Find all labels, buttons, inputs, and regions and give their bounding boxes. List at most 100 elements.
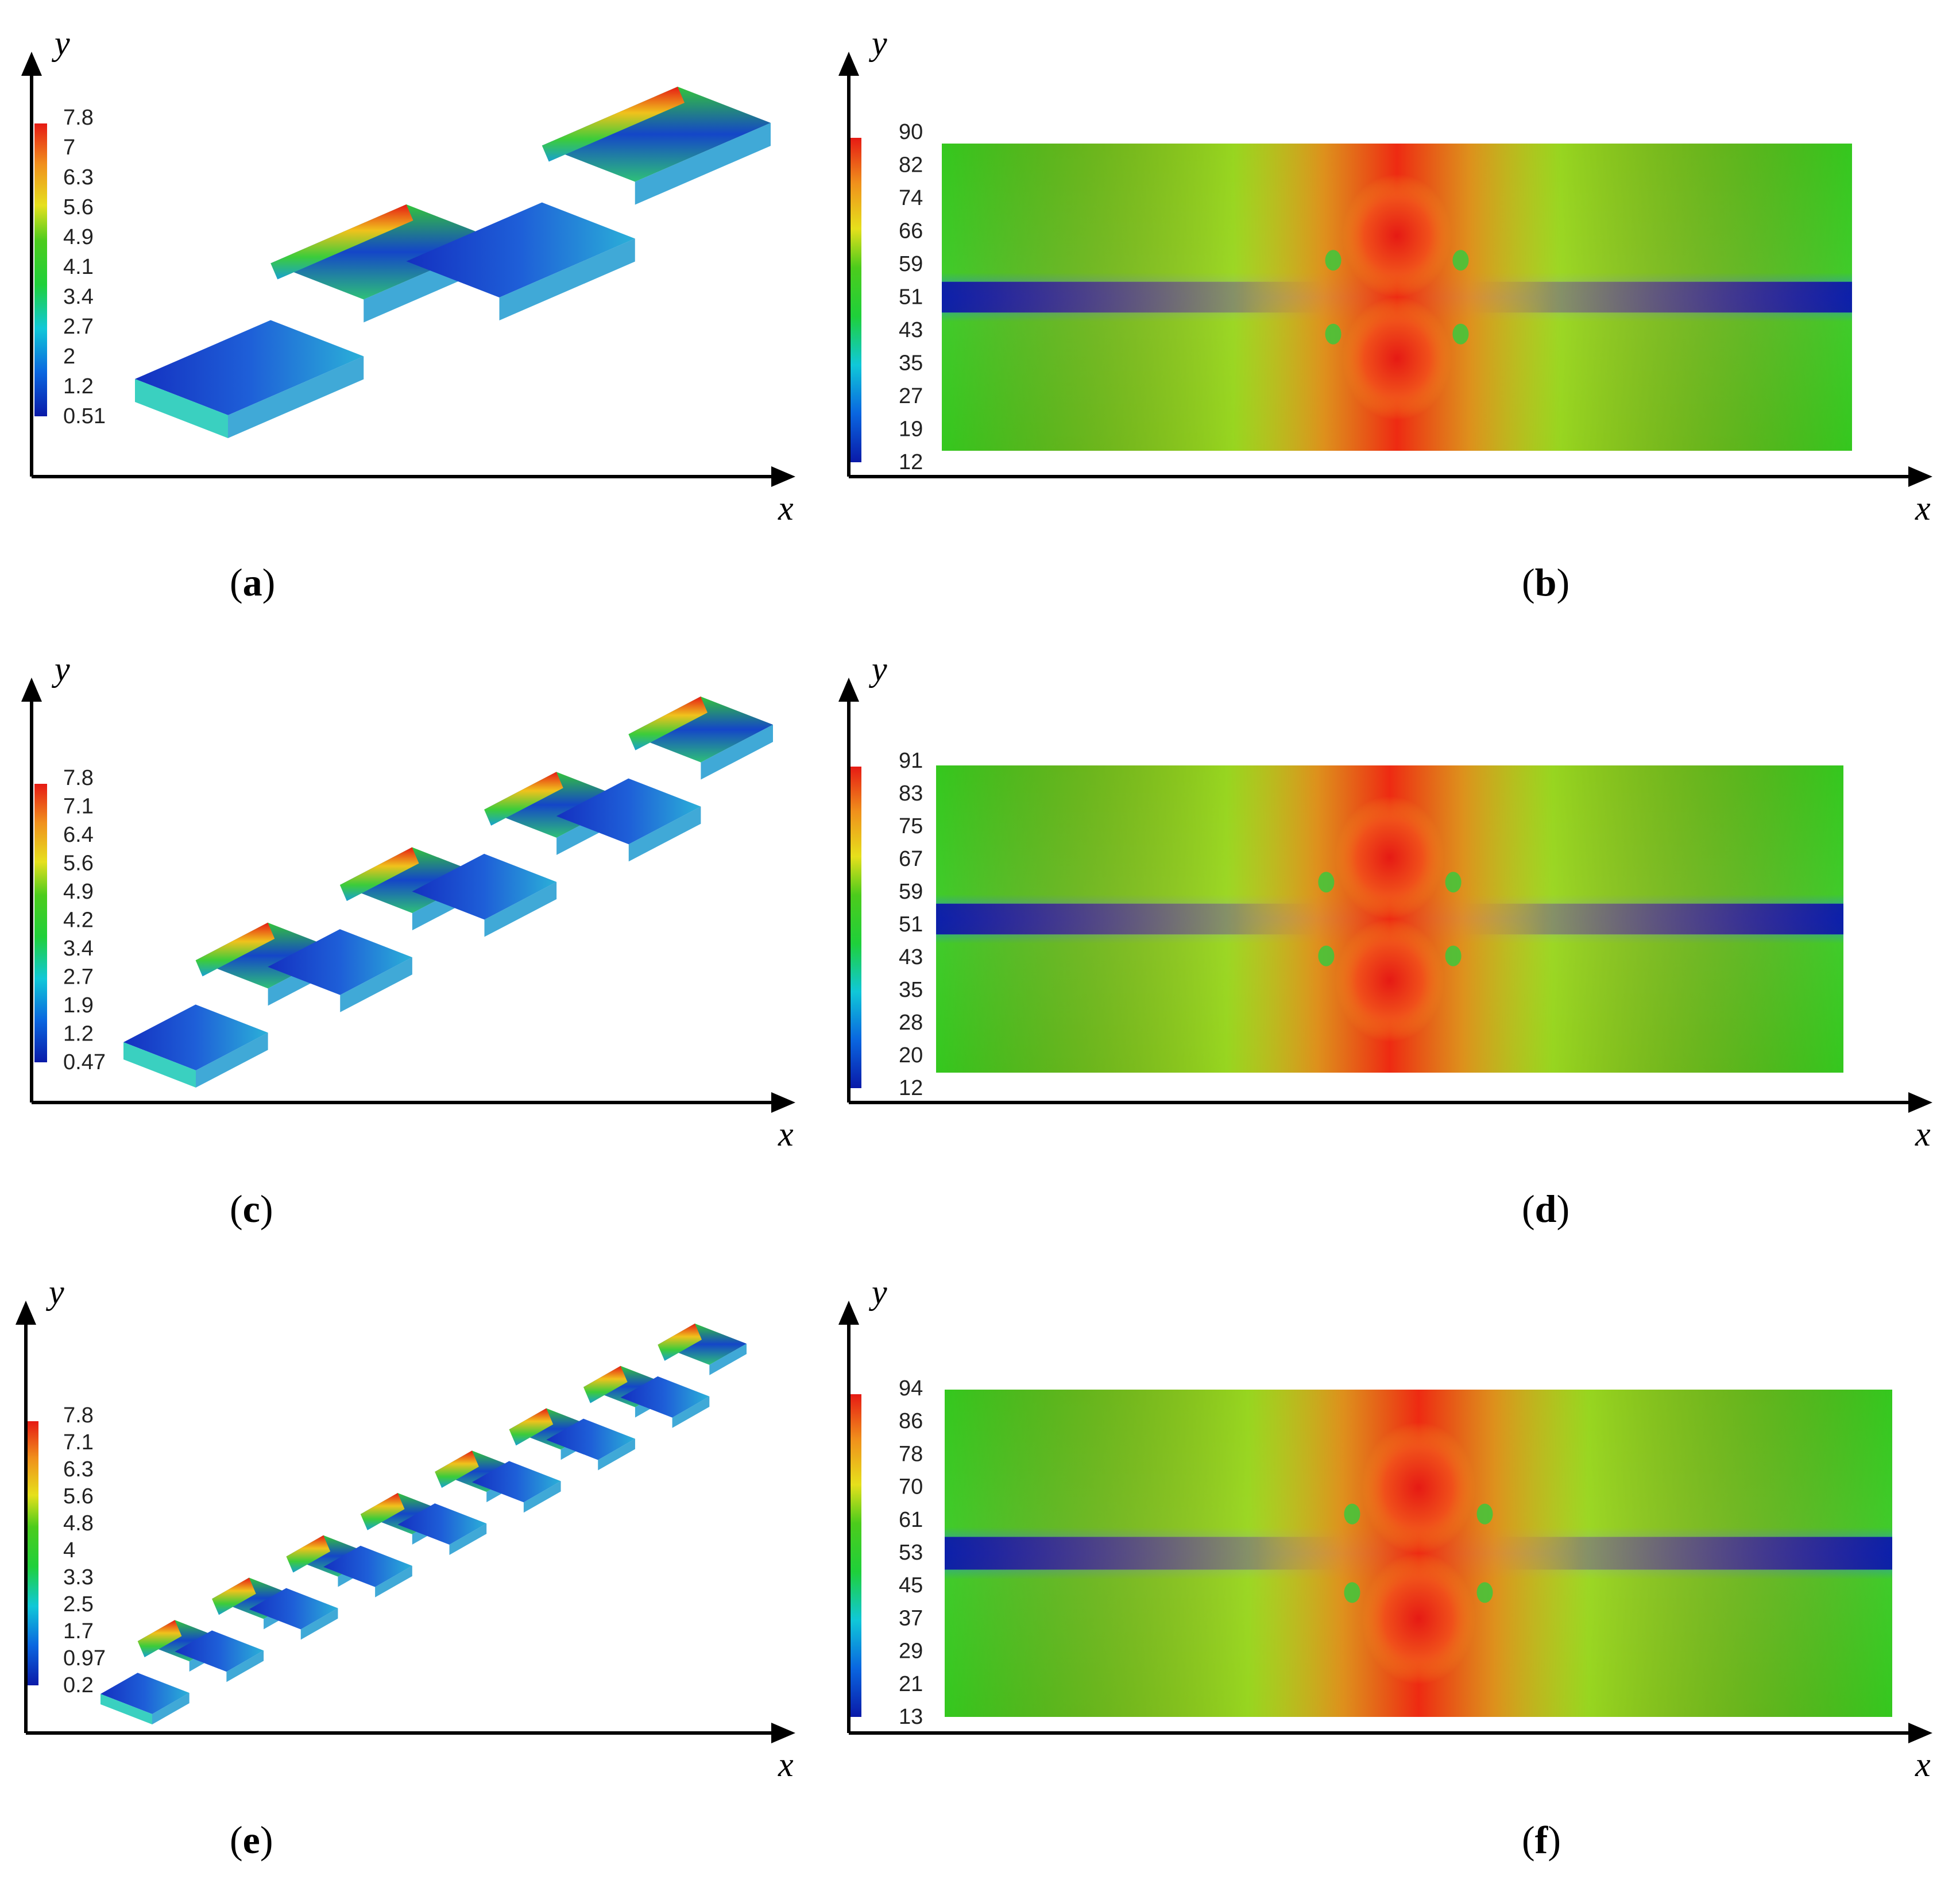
wavy-plate-a xyxy=(135,87,771,438)
y-axis-arrow xyxy=(21,678,42,702)
colorbar-tick-label: 12 xyxy=(899,450,923,474)
axes-f: xy xyxy=(838,1273,1932,1784)
caption-d: (d) xyxy=(1522,1187,1570,1231)
colorbar-tick-label: 2.7 xyxy=(63,315,94,339)
field-pinch-point xyxy=(1452,323,1469,345)
colorbar-a: 7.8 7 6.3 5.6 4.9 4.1 3.4 2.7 2 1.2 0.51 xyxy=(34,106,106,428)
colorbar-tick-label: 82 xyxy=(899,153,923,177)
field-core-upper xyxy=(1362,1422,1475,1553)
plate-segment xyxy=(268,929,412,995)
plate-crest xyxy=(286,1535,331,1573)
field-pinch-point xyxy=(1476,1582,1493,1603)
x-axis-label: x xyxy=(778,1115,794,1153)
colorbar-tick-label: 66 xyxy=(899,219,923,243)
colorbar-tick-label: 75 xyxy=(899,814,923,838)
plate-segment xyxy=(397,1503,487,1545)
stress-field-f xyxy=(945,1390,1892,1717)
colorbar-tick-label: 4.9 xyxy=(63,225,94,249)
colorbar-tick-label: 59 xyxy=(899,880,923,904)
plate-crest xyxy=(195,922,275,977)
plate-side xyxy=(484,881,557,937)
plate-segment xyxy=(270,204,500,300)
plate-crest xyxy=(583,1365,628,1403)
plate-crest xyxy=(360,1493,405,1530)
colorbar-tick-label: 90 xyxy=(899,120,923,144)
plate-side xyxy=(152,1693,190,1724)
plate-side xyxy=(300,1608,338,1640)
colorbar-b: 90 82 74 66 59 51 43 35 27 19 12 xyxy=(849,120,923,474)
colorbar-tick-label: 19 xyxy=(899,417,923,442)
colorbar-e: 7.87.16.3 5.6 4.8 4 3.3 2.5 1.7 0.97 0.2 xyxy=(26,1403,106,1697)
colorbar-tick-label: 7.8 xyxy=(63,766,94,790)
plate-side xyxy=(709,1344,747,1375)
axes-b: xy xyxy=(838,24,1932,527)
x-axis-arrow xyxy=(771,466,795,487)
colorbar-d: 91 83 75 67 59 51 43 35 28 20 12 xyxy=(849,749,923,1100)
plate-end-face xyxy=(123,1042,196,1088)
colorbar-tick-label: 1.9 xyxy=(63,993,94,1018)
field-pinch-point xyxy=(1445,945,1462,966)
colorbar-tick-label: 3.4 xyxy=(63,937,94,961)
plate-segment xyxy=(100,1673,190,1714)
x-axis-arrow xyxy=(771,1723,795,1743)
colorbar-tick-label: 0.51 xyxy=(63,404,106,428)
plate-crest xyxy=(509,1408,554,1446)
colorbar-tick-label: 20 xyxy=(899,1043,923,1067)
plate-crest xyxy=(270,204,413,280)
y-axis-label: y xyxy=(868,24,887,62)
colorbar-tick-label: 35 xyxy=(899,351,923,376)
colorbar-tick-label: 51 xyxy=(899,912,923,937)
x-axis-arrow xyxy=(1908,1723,1932,1743)
colorbar-tick-label: 1.7 xyxy=(63,1619,94,1643)
field-pinch-point xyxy=(1445,872,1462,893)
colorbar-tick-label: 1.2 xyxy=(63,1022,94,1046)
colorbar-tick-label: 4 xyxy=(63,1538,75,1562)
plate-side xyxy=(499,238,635,320)
plate-segment xyxy=(628,697,773,763)
colorbar-gradient xyxy=(34,784,47,1062)
plate-segment xyxy=(175,1630,264,1672)
plate-segment xyxy=(135,320,364,415)
stress-field-d xyxy=(936,765,1843,1073)
colorbar-tick-label: 5.6 xyxy=(63,195,94,219)
plate-side xyxy=(196,1032,268,1088)
axes-d: xy xyxy=(838,650,1932,1153)
plate-end-face xyxy=(135,379,228,438)
field-core-lower xyxy=(1342,297,1452,420)
colorbar-tick-label: 0.47 xyxy=(63,1050,106,1074)
colorbar-tick-label: 7.1 xyxy=(63,1430,94,1455)
colorbar-tick-label: 0.97 xyxy=(63,1646,106,1670)
caption-f: (f) xyxy=(1522,1818,1561,1862)
plate-end-face xyxy=(100,1694,152,1724)
axes-a: xy xyxy=(21,24,795,527)
colorbar-tick-label: 67 xyxy=(899,847,923,871)
colorbar-tick-label: 13 xyxy=(899,1705,923,1729)
colorbar-tick-label: 12 xyxy=(899,1076,923,1100)
plate-segment xyxy=(323,1545,412,1587)
colorbar-tick-label: 53 xyxy=(899,1541,923,1565)
plate-crest xyxy=(435,1450,479,1488)
plate-crest xyxy=(339,847,419,902)
plate-segment xyxy=(406,202,635,297)
colorbar-tick-label: 86 xyxy=(899,1409,923,1433)
x-axis-arrow xyxy=(1908,466,1932,487)
plate-side xyxy=(628,806,701,862)
plate-segment xyxy=(542,87,771,182)
plate-segment xyxy=(195,922,341,989)
colorbar-f: 94 86 78 70 61 53 45 37 29 21 13 xyxy=(849,1376,923,1729)
y-axis-label: y xyxy=(868,1273,887,1311)
colorbar-tick-label: 4.8 xyxy=(63,1511,94,1535)
plate-side xyxy=(635,123,771,205)
colorbar-tick-label: 2 xyxy=(63,345,75,369)
colorbar-gradient xyxy=(34,123,47,416)
colorbar-tick-label: 35 xyxy=(899,978,923,1002)
colorbar-tick-label: 74 xyxy=(899,186,923,210)
field-pinch-point xyxy=(1325,323,1342,345)
field-pinch-point xyxy=(1344,1582,1360,1603)
colorbar-tick-label: 94 xyxy=(899,1376,923,1401)
colorbar-tick-label: 0.2 xyxy=(63,1673,94,1697)
colorbar-tick-label: 51 xyxy=(899,285,923,310)
field-pinch-point xyxy=(1452,250,1469,271)
caption-e: (e) xyxy=(230,1818,273,1862)
x-axis-arrow xyxy=(1908,1092,1932,1113)
